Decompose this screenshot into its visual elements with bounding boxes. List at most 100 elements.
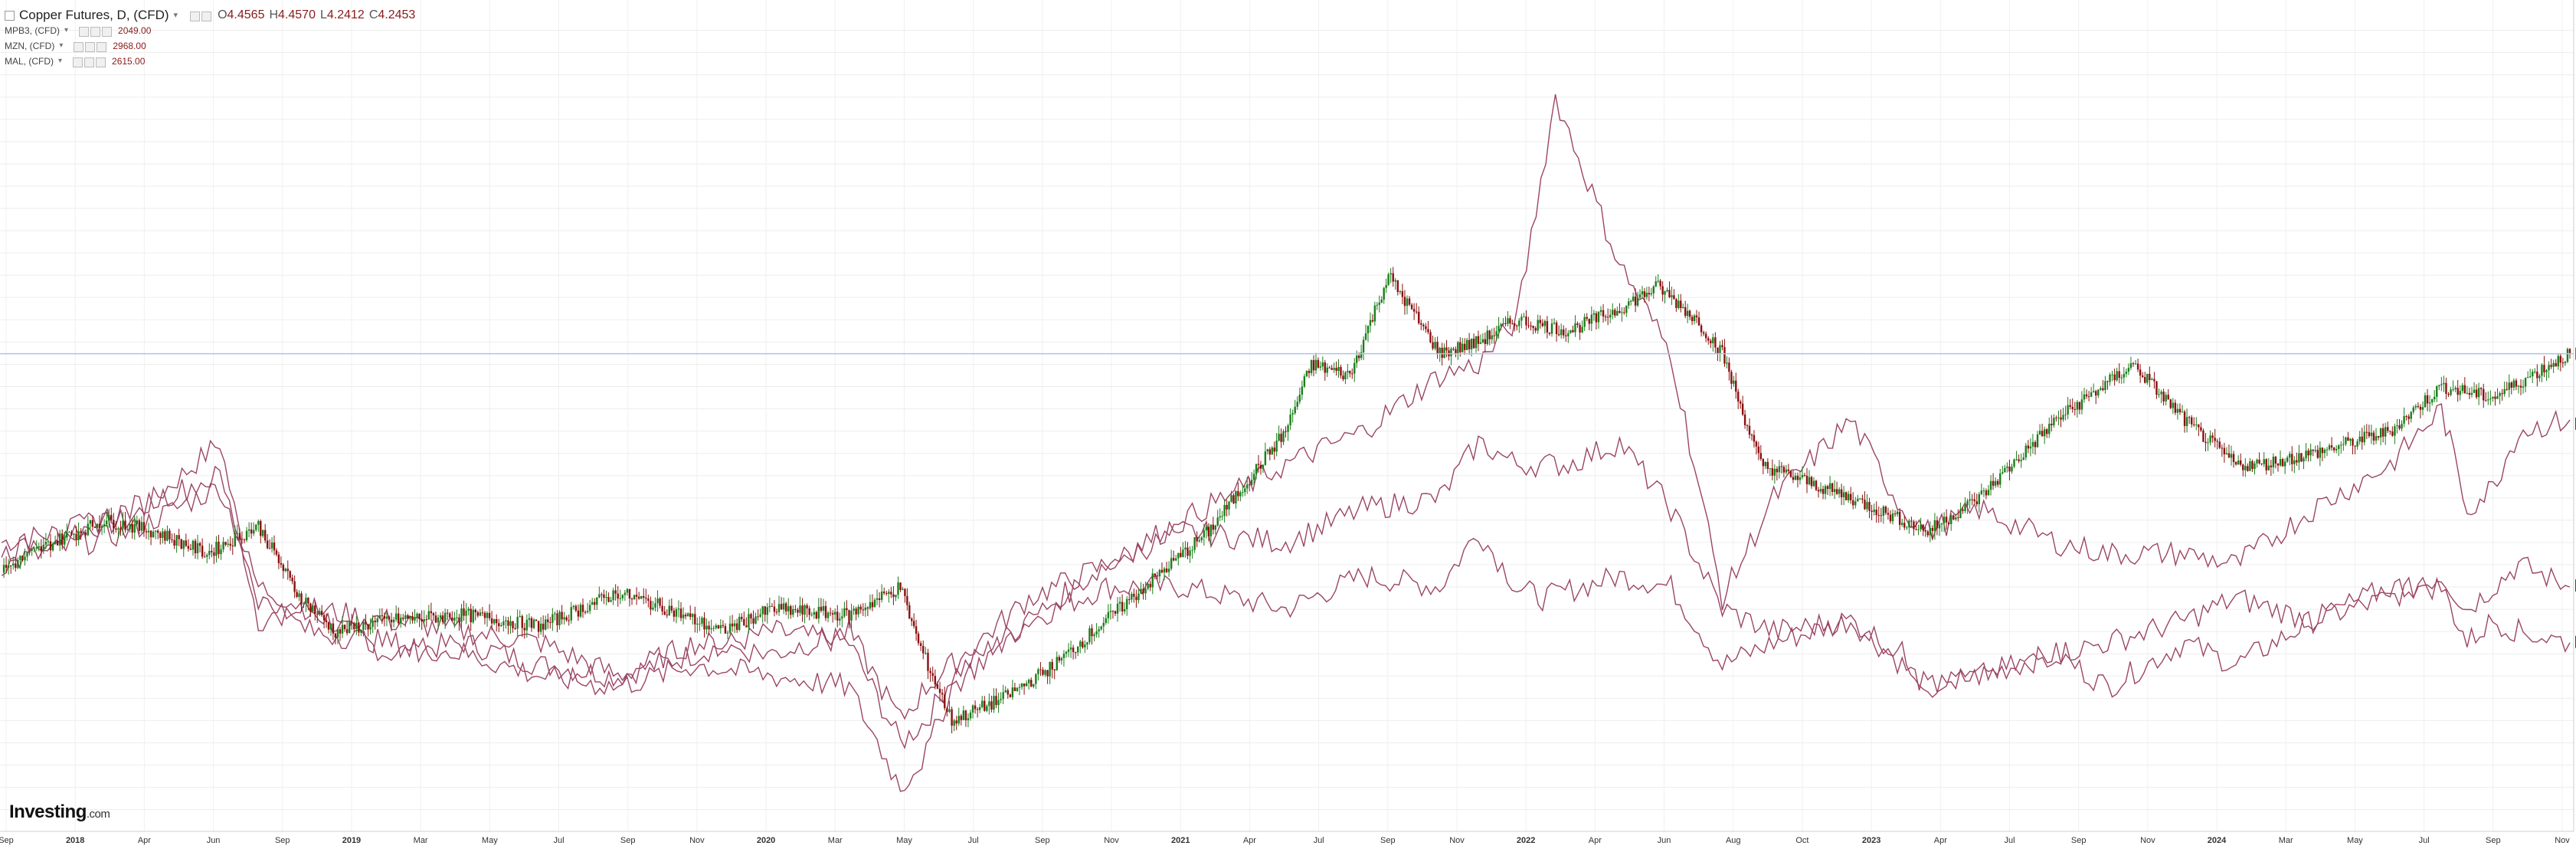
candle-body	[813, 611, 815, 615]
candle-body	[766, 607, 769, 615]
candle-body	[1207, 526, 1210, 536]
candle-body	[2468, 392, 2471, 395]
candle-body	[35, 547, 38, 549]
compare-controls-icon[interactable]	[74, 38, 108, 54]
candle-body	[962, 710, 965, 720]
candle-body	[2450, 389, 2452, 395]
candle-body	[2417, 405, 2420, 407]
candle-body	[1280, 434, 1282, 442]
candle-body	[2139, 369, 2142, 376]
candle-body	[229, 543, 231, 546]
x-tick-label: 2019	[342, 836, 361, 845]
candle-body	[173, 539, 175, 546]
candle-body	[591, 602, 594, 605]
candle-body	[957, 716, 960, 724]
candle-body	[1289, 415, 1291, 426]
candle-body	[1369, 320, 1372, 326]
candle-body	[1509, 318, 1511, 324]
candle-body	[1175, 558, 1177, 561]
candle-body	[348, 621, 351, 634]
candle-body	[2356, 441, 2358, 447]
candle-body	[108, 515, 110, 521]
compare-row-mpb3[interactable]: MPB3, (CFD) ▾ 2049.00	[5, 23, 415, 38]
compare-controls-icon[interactable]	[79, 23, 113, 38]
x-tick-label: Sep	[0, 836, 14, 845]
candle-body	[1214, 525, 1216, 530]
settings-controls[interactable]	[190, 8, 213, 23]
candle-body	[80, 531, 82, 533]
candle-body	[2454, 388, 2457, 390]
candle-body	[2436, 386, 2438, 397]
candle-body	[1704, 333, 1707, 339]
candle-body	[2372, 432, 2375, 441]
candle-body	[238, 533, 241, 539]
candle-body	[1625, 305, 1628, 313]
compare-row-mal[interactable]: MAL, (CFD) ▾ 2615.00	[5, 54, 415, 69]
candle-body	[764, 606, 766, 615]
candle-body	[1011, 687, 1014, 697]
x-tick-label: Sep	[1380, 836, 1396, 845]
candle-body	[1913, 521, 1915, 529]
candle-body	[1472, 338, 1475, 349]
compare-row-mzn[interactable]: MZN, (CFD) ▾ 2968.00	[5, 38, 415, 54]
candle-body	[488, 612, 491, 618]
candle-body	[1730, 372, 1733, 384]
candle-body	[902, 588, 904, 590]
candle-body	[1511, 323, 1514, 325]
candle-body	[839, 618, 841, 621]
candle-body	[1425, 326, 1427, 329]
candle-body	[1735, 380, 1737, 392]
candle-body	[912, 621, 915, 627]
candle-body	[1058, 657, 1061, 661]
candle-body	[2430, 399, 2434, 403]
candle-body	[1686, 310, 1689, 316]
candle-body	[848, 610, 850, 621]
candle-body	[1801, 474, 1804, 478]
candle-body	[1989, 480, 1992, 490]
x-tick-label: Nov	[1104, 836, 1119, 845]
candle-body	[312, 605, 314, 612]
compare-controls-icon[interactable]	[73, 54, 107, 69]
candle-body	[614, 590, 617, 594]
candle-body	[2345, 437, 2347, 444]
candle-body	[178, 535, 180, 539]
candle-body	[2214, 438, 2216, 441]
candle-body	[1673, 295, 1675, 300]
candle-body	[1636, 297, 1639, 306]
candle-body	[1619, 310, 1621, 313]
candle-body	[2361, 436, 2363, 443]
candle-body	[2125, 372, 2128, 375]
candle-body	[381, 615, 384, 617]
candle-body	[2051, 424, 2053, 426]
candle-body	[1854, 501, 1857, 506]
collapse-toggle-icon[interactable]	[5, 10, 15, 21]
candle-body	[1868, 502, 1871, 511]
candle-body	[1849, 493, 1852, 500]
candle-body	[2263, 459, 2265, 464]
candle-body	[1427, 329, 1429, 333]
candle-body	[2396, 425, 2398, 427]
candle-body	[2162, 392, 2165, 402]
candle-body	[1410, 304, 1413, 310]
candle-body	[652, 608, 654, 610]
candle-body	[124, 520, 126, 530]
candle-body	[871, 602, 874, 608]
candle-body	[2129, 363, 2132, 369]
candle-body	[1606, 316, 1609, 318]
candle-body	[266, 540, 269, 549]
candle-body	[432, 613, 435, 616]
candle-body	[1592, 313, 1596, 315]
ohlc-high: H4.4570	[269, 8, 316, 21]
candle-body	[465, 610, 467, 616]
candle-body	[1579, 324, 1581, 333]
candle-body	[777, 604, 781, 612]
candle-body	[1378, 302, 1380, 305]
candle-body	[100, 526, 103, 528]
candle-body	[1926, 531, 1929, 536]
chevron-down-icon[interactable]: ▾	[173, 11, 178, 20]
candle-body	[1992, 480, 1995, 486]
candle-body	[1128, 598, 1131, 600]
instrument-title: Copper Futures, D, (CFD)	[19, 8, 169, 22]
